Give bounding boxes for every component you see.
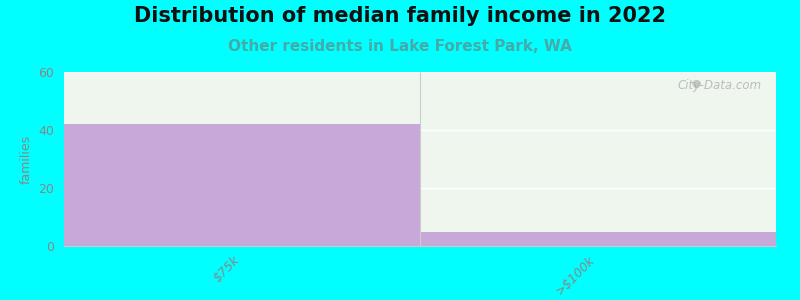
- Bar: [420, 232, 776, 246]
- Text: City-Data.com: City-Data.com: [678, 79, 762, 92]
- Text: Distribution of median family income in 2022: Distribution of median family income in …: [134, 6, 666, 26]
- Text: ⬤: ⬤: [692, 79, 702, 88]
- Text: Other residents in Lake Forest Park, WA: Other residents in Lake Forest Park, WA: [228, 39, 572, 54]
- Y-axis label: families: families: [20, 134, 33, 184]
- Bar: [64, 124, 420, 246]
